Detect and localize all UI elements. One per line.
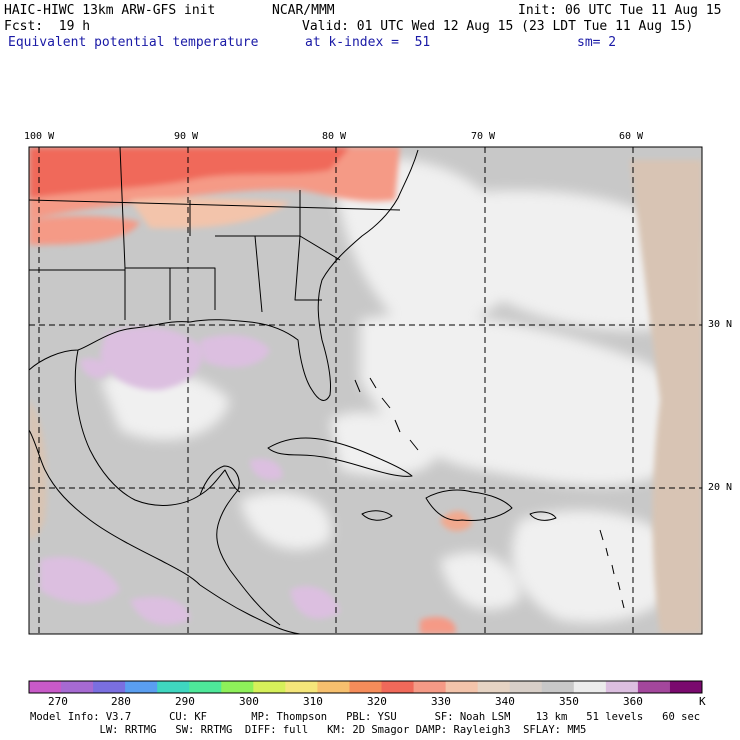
cb-label-360: 360 bbox=[623, 695, 643, 708]
field-name: Equivalent potential temperature bbox=[8, 35, 259, 50]
lon-label-80w: 80 W bbox=[322, 131, 347, 142]
lon-label-60w: 60 W bbox=[619, 131, 644, 142]
colorbar-swatch bbox=[221, 681, 254, 693]
colorbar-frame bbox=[28, 680, 703, 694]
colorbar-swatch bbox=[285, 681, 318, 693]
colorbar-swatch bbox=[189, 681, 222, 693]
colorbar-swatch bbox=[253, 681, 286, 693]
cb-unit: K bbox=[699, 695, 706, 708]
cb-label-310: 310 bbox=[303, 695, 323, 708]
colorbar-swatch bbox=[381, 681, 415, 693]
tan-regions bbox=[29, 160, 702, 634]
colorbar-swatch bbox=[413, 681, 447, 693]
cb-label-280: 280 bbox=[111, 695, 131, 708]
model-title: HAIC-HIWC 13km ARW-GFS init bbox=[4, 3, 216, 18]
map-frame bbox=[28, 146, 703, 635]
cb-label-330: 330 bbox=[431, 695, 451, 708]
cb-label-290: 290 bbox=[175, 695, 195, 708]
colorbar-swatch bbox=[509, 681, 543, 693]
forecast-hour: Fcst: 19 h bbox=[4, 19, 91, 34]
lon-label-100w: 100 W bbox=[24, 131, 55, 142]
colorbar-swatch bbox=[157, 681, 190, 693]
lon-label-90w: 90 W bbox=[174, 131, 199, 142]
model-info-line2: LW: RRTMG SW: RRTMG DIFF: full KM: 2D Sm… bbox=[30, 724, 587, 736]
colorbar bbox=[29, 681, 703, 693]
colorbar-swatch bbox=[349, 681, 383, 693]
lon-label-70w: 70 W bbox=[471, 131, 496, 142]
lavender-regions bbox=[40, 327, 340, 625]
colorbar-swatch bbox=[445, 681, 479, 693]
colorbar-swatch bbox=[573, 681, 607, 693]
cb-label-300: 300 bbox=[239, 695, 259, 708]
smoothing: sm= 2 bbox=[577, 35, 617, 50]
colorbar-swatch bbox=[477, 681, 511, 693]
organization: NCAR/MMM bbox=[272, 3, 335, 18]
lat-label-30n: 30 N bbox=[708, 319, 733, 330]
colorbar-swatch bbox=[605, 681, 639, 693]
cb-label-340: 340 bbox=[495, 695, 515, 708]
valid-time: Valid: 01 UTC Wed 12 Aug 15 (23 LDT Tue … bbox=[302, 19, 694, 34]
cb-label-350: 350 bbox=[559, 695, 579, 708]
model-info-line1: Model Info: V3.7 CU: KF MP: Thompson PBL… bbox=[30, 711, 701, 723]
colorbar-swatch bbox=[61, 681, 94, 693]
colorbar-swatch bbox=[637, 681, 671, 693]
cb-label-270: 270 bbox=[48, 695, 68, 708]
init-time: Init: 06 UTC Tue 11 Aug 15 bbox=[518, 3, 722, 18]
graticule bbox=[29, 147, 702, 634]
lat-label-20n: 20 N bbox=[708, 482, 733, 493]
colorbar-swatch bbox=[541, 681, 575, 693]
colorbar-swatch bbox=[93, 681, 126, 693]
level-index: at k-index = 51 bbox=[305, 35, 431, 50]
cb-label-320: 320 bbox=[367, 695, 387, 708]
coastlines bbox=[29, 147, 625, 634]
colorbar-swatch bbox=[669, 681, 703, 693]
colorbar-swatch bbox=[29, 681, 62, 693]
colorbar-swatch bbox=[317, 681, 350, 693]
colorbar-swatch bbox=[125, 681, 158, 693]
